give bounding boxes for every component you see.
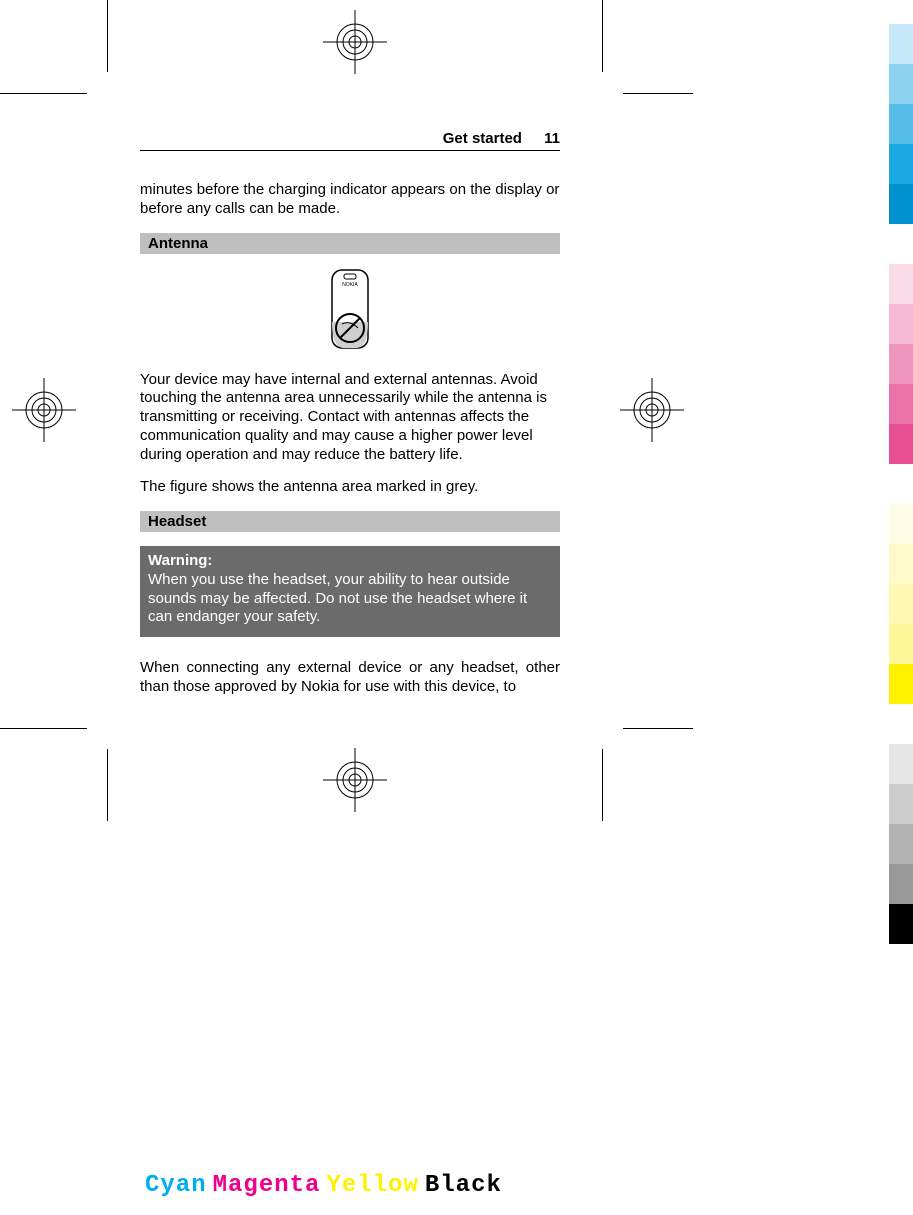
crop-mark (602, 0, 603, 72)
section-heading-antenna: Antenna (140, 233, 560, 254)
crop-mark (602, 749, 603, 821)
cmyk-label: CyanMagentaYellow Black (145, 1172, 508, 1199)
magenta-label: Magenta (213, 1172, 321, 1199)
crop-mark (623, 728, 693, 729)
crop-mark (0, 728, 87, 729)
crop-mark (0, 93, 87, 94)
phone-antenna-illustration: NOKIA (140, 268, 560, 355)
color-calibration-tabs (889, 24, 913, 944)
warning-title: Warning: (148, 552, 552, 571)
header-title: Get started (443, 130, 522, 147)
registration-mark-icon (12, 378, 76, 447)
warning-body: When you use the headset, your ability t… (148, 571, 527, 626)
body-paragraph: Your device may have internal and extern… (140, 371, 560, 465)
body-paragraph: When connecting any external device or a… (140, 659, 560, 697)
cyan-label: Cyan (145, 1172, 207, 1199)
page-header: Get started 11 (140, 130, 560, 151)
registration-mark-icon (323, 10, 387, 79)
body-paragraph: minutes before the charging indicator ap… (140, 181, 560, 219)
black-label: Black (425, 1172, 502, 1199)
registration-mark-icon (323, 748, 387, 817)
registration-mark-icon (620, 378, 684, 447)
page-number: 11 (544, 130, 560, 147)
crop-mark (107, 749, 108, 821)
crop-mark (107, 0, 108, 72)
yellow-label: Yellow (326, 1172, 418, 1199)
warning-box: Warning: When you use the headset, your … (140, 546, 560, 637)
crop-mark (623, 93, 693, 94)
body-paragraph: The figure shows the antenna area marked… (140, 478, 560, 497)
page-content: Get started 11 minutes before the chargi… (140, 130, 560, 711)
section-heading-headset: Headset (140, 511, 560, 532)
svg-text:NOKIA: NOKIA (342, 282, 358, 288)
